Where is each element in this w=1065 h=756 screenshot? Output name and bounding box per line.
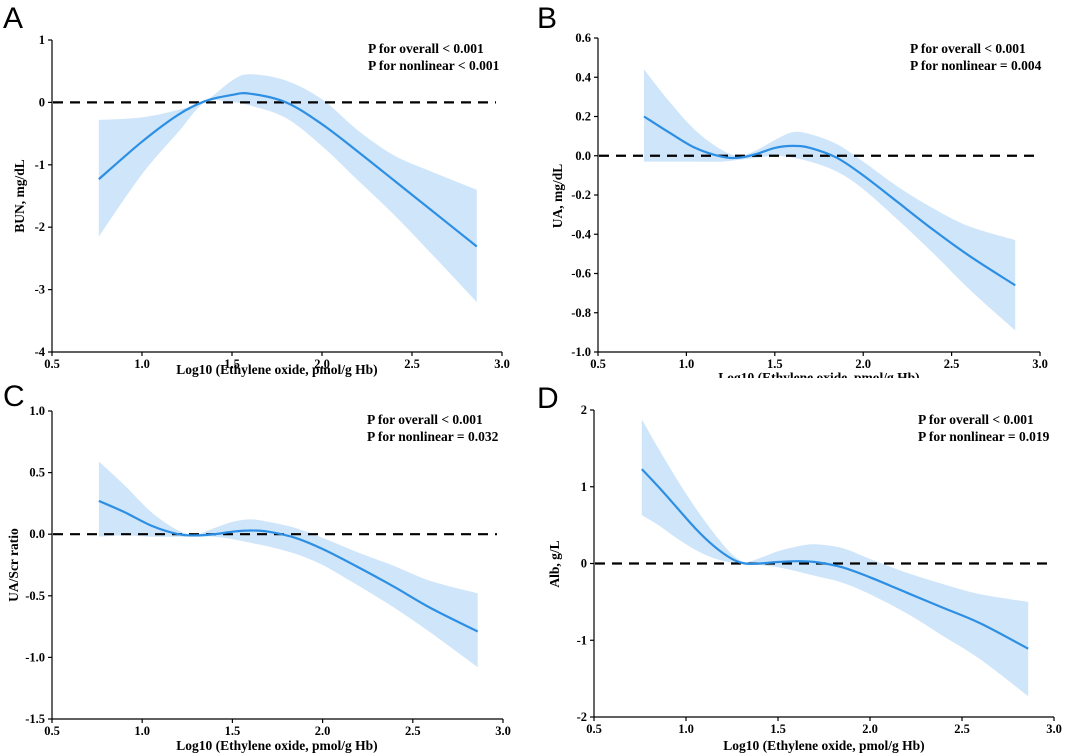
x-tick-label: 0.5 — [44, 357, 60, 371]
x-tick-label: 1.5 — [770, 722, 786, 736]
y-tick-label: -3 — [35, 283, 45, 297]
x-tick-label: 0.5 — [590, 357, 606, 371]
panel-b: 0.5 1.0 1.5 2.0 2.5 3.0 -1.0 -0.8 -0.6 -0.4 -0.2 0.… — [537, 2, 1048, 378]
y-tick-label: -1.5 — [25, 712, 45, 726]
x-tick-label: 2.5 — [944, 357, 960, 371]
estimate-curve — [98, 499, 479, 633]
x-tick-label: 2.0 — [314, 357, 330, 371]
annotation-nonlinear: P for nonlinear = 0.019 — [918, 429, 1050, 444]
annotation-nonlinear: P for nonlinear < 0.001 — [368, 58, 500, 73]
y-tick-label: 0.5 — [29, 466, 45, 480]
x-tick-label: 2.5 — [954, 722, 970, 736]
x-tick-label: 1.5 — [225, 724, 241, 738]
x-tick-label: 2.5 — [405, 724, 421, 738]
plot-area: 0.5 1.0 1.5 2.0 2.5 3.0 -4 -3 -2 -1 0 1 — [35, 33, 510, 371]
y-tick-label: 1 — [581, 480, 587, 494]
confidence-band — [98, 74, 477, 303]
annotation-nonlinear: P for nonlinear = 0.032 — [367, 429, 499, 444]
y-tick-label: 0.0 — [29, 527, 45, 541]
y-tick-label: -0.4 — [571, 227, 592, 241]
x-tick-label: 2.5 — [404, 357, 420, 371]
x-tick-label: 3.0 — [494, 357, 510, 371]
y-tick-label: -0.8 — [571, 306, 591, 320]
panel-d: 0.5 1.0 1.5 2.0 2.5 3.0 -2 -1 0 1 2 D P for overal… — [537, 382, 1062, 753]
annotation-overall: P for overall < 0.001 — [918, 412, 1034, 427]
y-axis-label: UA/Scr ratio — [6, 528, 21, 602]
x-tick-label: 2.0 — [862, 722, 878, 736]
x-axis-label: Log10 (Ethylene oxide, pmol/g Hb) — [176, 738, 377, 753]
y-tick-label: -1.0 — [25, 650, 45, 664]
y-tick-label: -2 — [577, 710, 587, 724]
x-tick-label: 3.0 — [495, 724, 511, 738]
y-axis-label: Alb, g/L — [547, 540, 562, 587]
y-tick-label: 1 — [39, 33, 45, 47]
y-tick-label: 0.4 — [575, 70, 591, 84]
panel-label: D — [537, 382, 559, 415]
x-tick-label: 1.0 — [679, 357, 695, 371]
x-tick-label: 3.0 — [1032, 357, 1048, 371]
y-tick-label: -1 — [35, 158, 45, 172]
annotation-overall: P for overall < 0.001 — [367, 412, 483, 427]
panel-c: 0.5 1.0 1.5 2.0 2.5 3.0-1.5-1.0-0.50.00.51.0 … — [3, 380, 511, 753]
y-tick-label: -0.6 — [571, 267, 591, 281]
panel-a: 0.5 1.0 1.5 2.0 2.5 3.0 -4 -3 -2 -1 0 1 A P for ove… — [3, 2, 510, 377]
y-axis-label: UA, mg/dL — [550, 164, 565, 229]
x-tick-label: 1.5 — [224, 357, 240, 371]
annotation-overall: P for overall < 0.001 — [368, 41, 484, 56]
x-tick-label: 1.0 — [678, 722, 694, 736]
x-tick-label: 1.0 — [134, 724, 150, 738]
y-tick-label: 0.2 — [575, 110, 591, 124]
y-tick-label: -0.2 — [571, 188, 591, 202]
panel-label: B — [537, 2, 557, 35]
panel-label: A — [3, 2, 23, 35]
x-axis-label: Log10 (Ethylene oxide, pmol/g Hb) — [718, 370, 919, 378]
confidence-band — [98, 461, 478, 668]
y-tick-label: -0.5 — [25, 589, 45, 603]
panel-label: C — [3, 380, 25, 413]
y-tick-label: 0 — [581, 557, 587, 571]
y-tick-label: 2 — [581, 403, 587, 417]
x-tick-label: 0.5 — [44, 724, 60, 738]
x-axis-label: Log10 (Ethylene oxide, pmol/g Hb) — [723, 738, 924, 753]
x-tick-label: 3.0 — [1046, 722, 1062, 736]
plot-area: 0.5 1.0 1.5 2.0 2.5 3.0 -1.0 -0.8 -0.6 -0.4 -0.2 0.… — [571, 31, 1048, 371]
y-tick-label: 0.0 — [575, 149, 591, 163]
x-tick-label: 0.5 — [586, 722, 602, 736]
estimate-curve — [98, 92, 478, 248]
y-tick-label: -1.0 — [571, 345, 591, 359]
plot-area: 0.5 1.0 1.5 2.0 2.5 3.0 -2 -1 0 1 2 — [577, 403, 1062, 736]
plot-area: 0.5 1.0 1.5 2.0 2.5 3.0 -1.5 -1.0 -0.5 0.0 0.5 1.0 — [25, 404, 511, 738]
annotation-overall: P for overall < 0.001 — [910, 41, 1026, 56]
y-tick-label: 0 — [39, 95, 45, 109]
x-tick-label: 1.0 — [134, 357, 150, 371]
y-tick-label: 0.6 — [575, 31, 591, 45]
y-tick-label: 1.0 — [29, 404, 45, 418]
confidence-band — [644, 69, 1016, 331]
confidence-band — [641, 419, 1029, 697]
y-tick-label: -1 — [577, 633, 587, 647]
x-tick-label: 2.0 — [315, 724, 331, 738]
x-tick-label: 2.0 — [855, 357, 871, 371]
y-tick-label: -4 — [35, 345, 46, 359]
y-tick-label: -2 — [35, 220, 45, 234]
annotation-nonlinear: P for nonlinear = 0.004 — [910, 58, 1042, 73]
estimate-curve — [641, 468, 1029, 650]
estimate-curve — [643, 115, 1016, 287]
y-axis-label: BUN, mg/dL — [12, 159, 27, 233]
x-tick-label: 1.5 — [767, 357, 783, 371]
x-axis-label: Log10 (Ethylene oxide, pmol/g Hb) — [176, 362, 377, 377]
